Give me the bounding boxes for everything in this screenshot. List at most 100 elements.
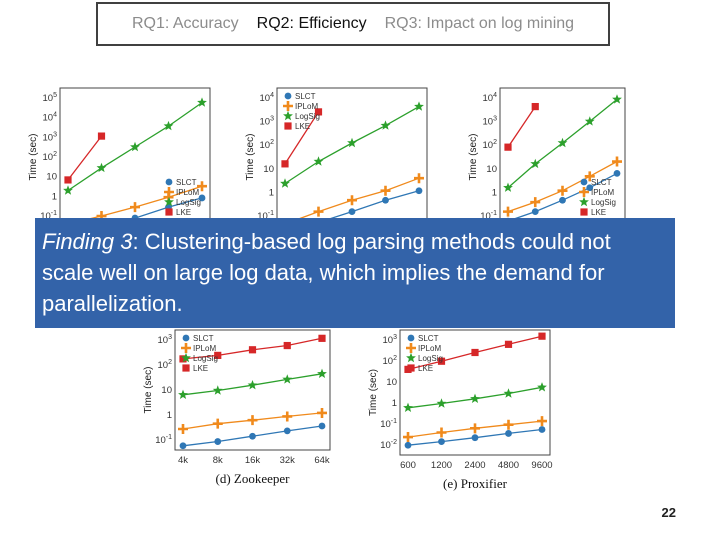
- data-point: [612, 156, 622, 167]
- series-lke: [504, 102, 539, 151]
- legend-entry: LKE: [418, 364, 433, 373]
- tab-rq1-accuracy[interactable]: RQ1: Accuracy: [131, 15, 239, 32]
- x-tick-label: 2400: [464, 460, 485, 471]
- data-point: [197, 97, 207, 107]
- y-tick-label: 102: [43, 151, 58, 163]
- data-point: [97, 132, 106, 140]
- y-tick-label: 103: [483, 116, 498, 128]
- data-point: [613, 169, 621, 177]
- tab-rq3-log-mining[interactable]: RQ3: Impact on log mining: [384, 15, 575, 32]
- data-point: [470, 393, 480, 403]
- data-point: [317, 368, 327, 378]
- data-point: [586, 184, 594, 192]
- y-tick-label: 104: [260, 92, 275, 104]
- y-axis-label: Time (sec): [368, 369, 379, 416]
- data-point: [314, 108, 323, 116]
- series-slct: [404, 426, 546, 449]
- legend-entry: SLCT: [295, 92, 316, 101]
- legend-marker: [580, 208, 588, 216]
- legend-marker: [165, 178, 173, 186]
- data-point: [214, 438, 222, 445]
- data-point: [318, 422, 326, 430]
- series-line: [67, 135, 103, 181]
- page-number: 22: [661, 505, 676, 520]
- data-point: [179, 442, 187, 450]
- data-point: [247, 380, 258, 390]
- data-point: [436, 398, 447, 408]
- x-tick-label: 4k: [178, 455, 188, 466]
- data-point: [530, 197, 541, 208]
- y-tick-label: 104: [483, 92, 498, 104]
- series-logsig: [63, 97, 207, 195]
- data-point: [178, 389, 188, 399]
- data-point: [283, 341, 291, 350]
- data-point: [403, 402, 413, 412]
- y-tick-label: 103: [43, 131, 58, 143]
- y-tick-label: 104: [43, 112, 58, 124]
- y-tick-label: 10-1: [257, 210, 274, 222]
- data-point: [557, 185, 568, 196]
- data-point: [248, 346, 257, 354]
- data-point: [531, 208, 539, 216]
- legend-entry: SLCT: [418, 334, 439, 343]
- data-point: [415, 187, 423, 195]
- legend-marker: [406, 352, 416, 363]
- data-point: [317, 407, 327, 418]
- data-point: [504, 143, 512, 151]
- data-point: [96, 162, 107, 173]
- legend-marker: [182, 364, 190, 372]
- y-tick-label: 10-1: [155, 434, 172, 446]
- y-tick-label: 10: [486, 164, 497, 175]
- y-tick-label: 102: [260, 139, 275, 151]
- data-point: [283, 427, 291, 435]
- data-point: [249, 432, 256, 440]
- data-point: [63, 185, 73, 195]
- x-tick-label: 4800: [498, 460, 519, 471]
- x-tick-label: 32k: [280, 455, 296, 466]
- y-tick-label: 10-1: [380, 418, 397, 430]
- data-point: [130, 202, 140, 213]
- y-tick-label: 10-2: [380, 439, 397, 451]
- data-point: [282, 374, 293, 384]
- series-iplom: [503, 156, 622, 217]
- x-tick-label: 16k: [245, 455, 261, 466]
- legend-marker: [407, 364, 415, 372]
- data-point: [584, 171, 595, 182]
- legend-entry: SLCT: [591, 178, 612, 187]
- legend-marker: [181, 343, 191, 353]
- legend-marker: [284, 92, 292, 100]
- data-point: [347, 195, 357, 206]
- data-point: [437, 357, 446, 365]
- y-tick-label: 10: [263, 164, 274, 175]
- data-point: [471, 434, 479, 442]
- legend-entry: SLCT: [176, 178, 197, 187]
- series-line: [507, 106, 536, 148]
- legend-marker: [579, 196, 589, 207]
- data-point: [280, 178, 290, 188]
- legend-entry: SLCT: [193, 334, 214, 343]
- chart-caption: (e) Proxifier: [443, 476, 508, 491]
- data-point: [313, 156, 324, 166]
- series-logsig: [503, 94, 622, 192]
- legend-entry: LogSig: [295, 112, 320, 121]
- plot-frame: [174, 329, 331, 451]
- data-point: [380, 185, 391, 196]
- chart-caption: (d) Zookeeper: [216, 471, 291, 486]
- data-point: [470, 423, 480, 434]
- x-tick-label: 1200: [431, 460, 452, 471]
- tab-rq2-efficiency[interactable]: RQ2: Efficiency: [256, 15, 367, 32]
- y-tick-label: 1: [52, 191, 57, 202]
- x-tick-label: 9600: [531, 460, 552, 471]
- data-point: [282, 411, 293, 422]
- data-point: [530, 158, 541, 169]
- legend-entry: LogSig: [591, 198, 616, 207]
- data-point: [403, 432, 413, 443]
- legend-entry: LKE: [295, 122, 310, 131]
